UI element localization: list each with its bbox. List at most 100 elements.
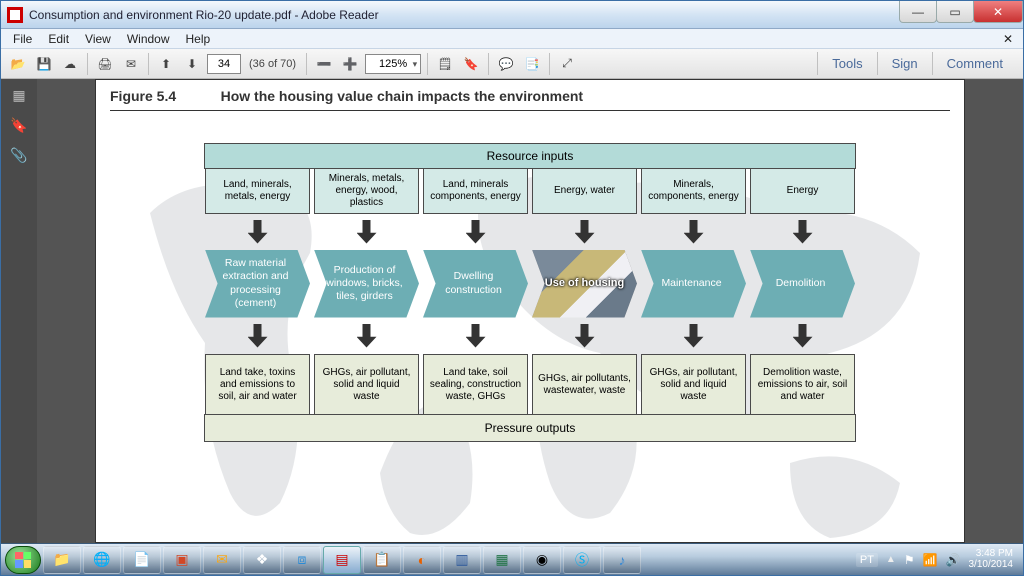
- chain-step: Raw material extraction and processing (…: [205, 250, 310, 318]
- arrow-down-icon: [750, 216, 855, 248]
- output-cell: GHGs, air pollutants, wastewater, waste: [532, 354, 637, 416]
- page-down-icon[interactable]: ⬇: [181, 53, 203, 75]
- tray-flag-icon[interactable]: ⚑: [904, 553, 915, 567]
- attachment-icon[interactable]: 📎: [9, 145, 29, 165]
- arrow-down-icon: [532, 320, 637, 352]
- clock-date: 3/10/2014: [969, 560, 1014, 571]
- taskbar-app-icon[interactable]: 📋: [363, 546, 401, 574]
- arrow-down-icon: [205, 320, 310, 352]
- taskbar-ie-icon[interactable]: 🌐: [83, 546, 121, 574]
- arrow-down-icon: [750, 320, 855, 352]
- app-window: Consumption and environment Rio-20 updat…: [0, 0, 1024, 576]
- document-viewport[interactable]: Figure 5.4 How the housing value chain i…: [37, 79, 1023, 543]
- zoom-in-icon[interactable]: ➕: [339, 53, 361, 75]
- workarea: ▦ 🔖 📎 Figure 5.4 How the housing value c…: [1, 79, 1023, 543]
- output-cell: Land take, soil sealing, construction wa…: [423, 354, 528, 416]
- cloud-icon[interactable]: ☁: [59, 53, 81, 75]
- thumbnails-icon[interactable]: ▦: [9, 85, 29, 105]
- taskbar-itunes-icon[interactable]: ♪: [603, 546, 641, 574]
- taskbar-skype-icon[interactable]: Ⓢ: [563, 546, 601, 574]
- open-icon[interactable]: 📂: [7, 53, 29, 75]
- language-indicator[interactable]: PT: [856, 553, 878, 567]
- taskbar-powerpoint-icon[interactable]: ▣: [163, 546, 201, 574]
- arrow-down-icon: [423, 216, 528, 248]
- tray-volume-icon[interactable]: 🔊: [946, 553, 961, 567]
- zoom-out-icon[interactable]: ➖: [313, 53, 335, 75]
- taskbar-app-icon[interactable]: 📄: [123, 546, 161, 574]
- value-chain-diagram: Resource inputs Land, minerals, metals, …: [110, 143, 950, 543]
- zoom-select[interactable]: 125%: [365, 54, 421, 74]
- figure-heading: Figure 5.4 How the housing value chain i…: [110, 88, 950, 111]
- menu-edit[interactable]: Edit: [40, 30, 77, 48]
- highlight-icon[interactable]: 📑: [521, 53, 543, 75]
- arrow-down-icon: [423, 320, 528, 352]
- tool-icon[interactable]: 🔖: [460, 53, 482, 75]
- start-button[interactable]: [5, 546, 41, 574]
- menu-file[interactable]: File: [5, 30, 40, 48]
- read-mode-icon[interactable]: ⤢: [556, 53, 578, 75]
- chain-step: Maintenance: [641, 250, 746, 318]
- tab-tools[interactable]: Tools: [817, 52, 876, 75]
- input-cell: Energy: [750, 168, 855, 214]
- taskbar-outlook-icon[interactable]: ✉: [203, 546, 241, 574]
- taskbar-dropbox-icon[interactable]: ⧈: [283, 546, 321, 574]
- taskbar-chrome-icon[interactable]: ◉: [523, 546, 561, 574]
- input-cell: Energy, water: [532, 168, 637, 214]
- nav-sidebar: ▦ 🔖 📎: [1, 79, 37, 543]
- clock-time: 3:48 PM: [969, 549, 1014, 560]
- taskbar-explorer-icon[interactable]: 📁: [43, 546, 81, 574]
- page-up-icon[interactable]: ⬆: [155, 53, 177, 75]
- tab-sign[interactable]: Sign: [877, 52, 932, 75]
- taskbar-word-icon[interactable]: ▥: [443, 546, 481, 574]
- close-button[interactable]: ✕: [973, 1, 1023, 23]
- save-icon[interactable]: 💾: [33, 53, 55, 75]
- window-title: Consumption and environment Rio-20 updat…: [29, 8, 900, 22]
- resource-inputs-header: Resource inputs: [204, 143, 856, 169]
- tray-network-icon[interactable]: 📶: [923, 553, 938, 567]
- output-cell: GHGs, air pollutant, solid and liquid wa…: [641, 354, 746, 416]
- menu-help[interactable]: Help: [178, 30, 219, 48]
- taskbar: 📁 🌐 📄 ▣ ✉ ❖ ⧈ ▤ 📋 ◐ ▥ ▦ ◉ Ⓢ ♪ PT ▲ ⚑ 📶 🔊…: [1, 543, 1023, 575]
- input-cell: Land, minerals components, energy: [423, 168, 528, 214]
- separator: [488, 53, 489, 75]
- arrow-down-icon: [641, 216, 746, 248]
- titlebar: Consumption and environment Rio-20 updat…: [1, 1, 1023, 29]
- tray-expand-icon[interactable]: ▲: [886, 554, 896, 565]
- taskbar-firefox-icon[interactable]: ◐: [403, 546, 441, 574]
- arrows-down-row: [110, 320, 950, 352]
- figure-title: How the housing value chain impacts the …: [221, 88, 584, 104]
- toolbar-right: Tools Sign Comment: [817, 52, 1017, 75]
- arrow-down-icon: [314, 216, 419, 248]
- separator: [87, 53, 88, 75]
- arrows-down-row: [110, 216, 950, 248]
- app-icon: [7, 7, 23, 23]
- taskbar-adobe-reader-icon[interactable]: ▤: [323, 546, 361, 574]
- bookmark-icon[interactable]: 🔖: [9, 115, 29, 135]
- separator: [427, 53, 428, 75]
- minimize-button[interactable]: —: [899, 1, 937, 23]
- separator: [148, 53, 149, 75]
- page-number-input[interactable]: 34: [207, 54, 241, 74]
- menu-window[interactable]: Window: [119, 30, 178, 48]
- chain-step-label: Use of housing: [545, 277, 624, 291]
- tab-comment[interactable]: Comment: [932, 52, 1017, 75]
- menubar-close-icon[interactable]: ✕: [997, 32, 1019, 46]
- taskbar-app-icon[interactable]: ❖: [243, 546, 281, 574]
- tool-icon[interactable]: 🗒: [434, 53, 456, 75]
- toolbar: 📂 💾 ☁ 🖨 ✉ ⬆ ⬇ 34 (36 of 70) ➖ ➕ 125% 🗒 🔖…: [1, 49, 1023, 79]
- arrow-down-icon: [314, 320, 419, 352]
- input-cell: Minerals, metals, energy, wood, plastics: [314, 168, 419, 214]
- clock[interactable]: 3:48 PM 3/10/2014: [969, 549, 1014, 570]
- mail-icon[interactable]: ✉: [120, 53, 142, 75]
- chain-row: Raw material extraction and processing (…: [110, 250, 950, 318]
- menubar: File Edit View Window Help ✕: [1, 29, 1023, 49]
- comment-bubble-icon[interactable]: 💬: [495, 53, 517, 75]
- page-total-label: (36 of 70): [245, 58, 300, 70]
- system-tray: PT ▲ ⚑ 📶 🔊 3:48 PM 3/10/2014: [856, 549, 1019, 570]
- figure-number: Figure 5.4: [110, 88, 176, 104]
- maximize-button[interactable]: ▭: [936, 1, 974, 23]
- input-cell: Minerals, components, energy: [641, 168, 746, 214]
- taskbar-excel-icon[interactable]: ▦: [483, 546, 521, 574]
- print-icon[interactable]: 🖨: [94, 53, 116, 75]
- menu-view[interactable]: View: [77, 30, 119, 48]
